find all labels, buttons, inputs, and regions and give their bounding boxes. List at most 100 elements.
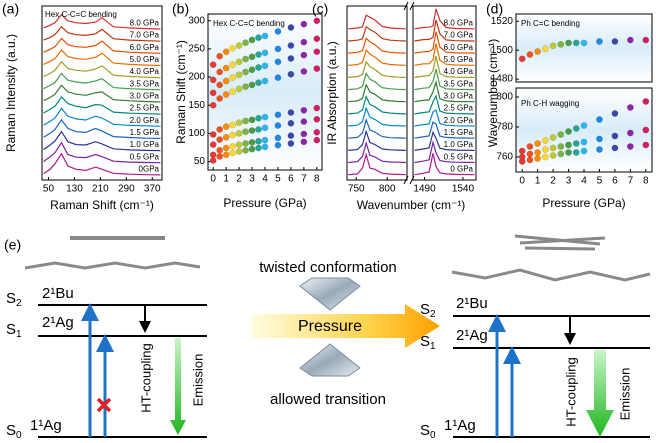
spectrum	[43, 60, 161, 79]
pressure-label: 8.0 GPa	[444, 19, 474, 28]
spectrum	[348, 83, 406, 103]
point	[572, 140, 580, 147]
point	[287, 119, 295, 127]
x-tick-label: 370	[144, 184, 161, 195]
point	[287, 132, 295, 139]
annotation: Hex C-C=C bending	[213, 19, 285, 28]
x-tick-label: 7	[301, 174, 307, 185]
point	[255, 34, 262, 42]
point	[209, 151, 217, 159]
pressure-label: 2.5 GPa	[130, 104, 160, 113]
point	[235, 85, 243, 93]
x-tick-label: 6	[612, 176, 618, 187]
pressure-label: 2.5 GPa	[444, 104, 474, 113]
y-axis-title: Raman Intensity (a.u.)	[4, 34, 18, 152]
emission-label: Emission	[617, 368, 632, 421]
point	[549, 144, 557, 152]
pressure-label: 1.0 GPa	[444, 140, 474, 149]
spectrum	[43, 118, 161, 139]
point	[216, 68, 224, 76]
spectrum	[348, 14, 406, 30]
spectrum	[348, 106, 406, 127]
point	[300, 118, 308, 125]
point	[534, 149, 541, 156]
point	[209, 76, 217, 84]
state: S0	[6, 422, 22, 441]
spectrum	[414, 19, 475, 42]
point	[255, 126, 262, 133]
x-tick-label: 800	[379, 184, 396, 195]
point	[222, 123, 230, 130]
plot-frame	[412, 5, 477, 181]
point	[229, 45, 236, 52]
spectrum	[348, 129, 406, 151]
point	[242, 39, 249, 47]
point	[248, 116, 256, 124]
point	[642, 126, 650, 134]
point	[216, 146, 224, 154]
x-axis-title: Raman Shift (cm⁻¹)	[50, 198, 154, 212]
y-tick-label: 760	[496, 152, 513, 163]
point	[300, 138, 308, 146]
diagram: (e) S2 2¹Bu S1 2¹Ag S0 1¹Ag HT-coupling …	[4, 234, 651, 441]
point	[274, 28, 282, 35]
spectrum	[414, 8, 475, 30]
point	[235, 71, 243, 79]
point	[274, 58, 282, 66]
pressure-label: 3.0 GPa	[130, 92, 160, 101]
point	[248, 139, 256, 146]
point	[255, 51, 262, 58]
point	[611, 144, 619, 152]
spectrum	[43, 13, 161, 30]
point	[242, 55, 249, 63]
spectrum	[348, 60, 406, 78]
point	[313, 104, 321, 112]
point	[526, 150, 534, 158]
point	[242, 83, 249, 90]
pressure-label: 5.0 GPa	[130, 55, 160, 64]
point	[216, 81, 224, 89]
diamond	[299, 277, 361, 311]
spectrum	[414, 109, 475, 127]
x-tick-label: 2	[236, 174, 242, 185]
point	[274, 141, 282, 149]
spectrum	[414, 153, 475, 176]
point	[627, 143, 634, 150]
point	[222, 77, 230, 85]
x-tick-label: 8	[314, 174, 320, 185]
point	[216, 136, 224, 143]
diamond	[299, 343, 361, 377]
y-tick-label: 50	[194, 156, 206, 167]
spectrum	[414, 68, 475, 91]
x-axis-title: Pressure (GPa)	[542, 196, 625, 210]
spectrum	[43, 141, 161, 164]
forbidden-mark	[96, 397, 112, 413]
axis-break	[403, 1, 415, 11]
spectrum	[43, 37, 161, 54]
point	[235, 130, 243, 137]
point	[255, 144, 262, 152]
point	[261, 143, 269, 151]
panel-label: (c)	[312, 1, 328, 17]
pressure-label: 4.0 GPa	[130, 67, 160, 76]
panel-label: (d)	[486, 1, 503, 17]
point	[242, 68, 249, 76]
point	[313, 65, 321, 72]
state: S1	[420, 333, 436, 352]
point	[261, 62, 269, 70]
spectrum	[348, 37, 406, 54]
x-tick-label: 2	[550, 176, 556, 187]
caption: twisted conformation	[259, 259, 397, 276]
spectrum	[348, 117, 406, 139]
point	[542, 153, 549, 161]
point	[235, 119, 243, 127]
y-tick-label: 1500	[491, 45, 514, 56]
point	[229, 121, 236, 129]
pressure-label: 2.0 GPa	[130, 116, 160, 125]
x-tick-label: 4	[262, 174, 268, 185]
pressure-label: 5.0 GPa	[444, 55, 474, 64]
panel-label: (b)	[172, 1, 189, 17]
pressure-label: 0GPa	[139, 164, 160, 173]
spectrum	[414, 94, 475, 115]
state: S1	[6, 321, 22, 340]
